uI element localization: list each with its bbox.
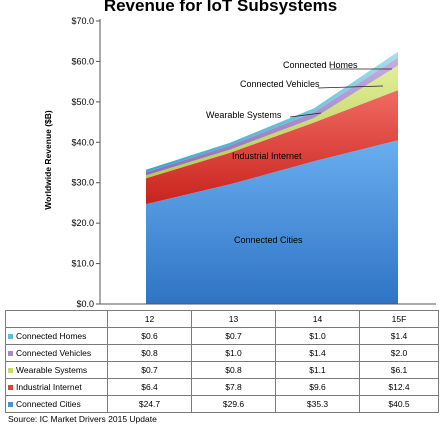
data-cell: $0.7 (107, 361, 192, 379)
data-cell: $6.4 (107, 378, 192, 396)
series-name: Connected Homes (16, 331, 87, 341)
data-cell: $1.1 (275, 361, 360, 379)
area-annotation-wearable-systems: Wearable Systems (206, 110, 282, 120)
data-cell: $0.7 (191, 327, 276, 345)
data-cell: $1.4 (275, 344, 360, 362)
annotation-leader-line (317, 85, 384, 89)
data-cell: $1.0 (275, 327, 360, 345)
data-cell: $1.4 (359, 327, 439, 345)
y-tick-label: $50.0 (71, 97, 94, 107)
chart-title: Revenue for IoT Subsystems (103, 0, 338, 15)
area-annotation-industrial-internet: Industrial Internet (232, 151, 302, 161)
row-label: Industrial Internet (5, 378, 108, 396)
data-cell: $1.0 (191, 344, 276, 362)
y-tick-label: $20.0 (71, 218, 94, 228)
y-tick-label: $70.0 (71, 16, 94, 26)
category-label: 14 (275, 310, 360, 328)
data-cell: $2.0 (359, 344, 439, 362)
data-cell: $0.8 (191, 361, 276, 379)
data-cell: $24.7 (107, 395, 192, 413)
legend-swatch (8, 351, 13, 357)
data-table: 12 13 14 15F Connected Homes $0.6 $0.7 $… (5, 310, 439, 413)
y-tick-label: $0.0 (76, 299, 94, 309)
y-tick-label: $30.0 (71, 178, 94, 188)
series-name: Connected Cities (16, 399, 81, 409)
area-connected-cities (146, 140, 398, 304)
data-cell: $12.4 (359, 378, 439, 396)
data-cell: $6.1 (359, 361, 439, 379)
data-cell: $0.6 (107, 327, 192, 345)
area-annotation-connected-vehicles: Connected Vehicles (240, 79, 320, 89)
annotation-leader-line (289, 112, 322, 118)
table-row-industrial-internet: Industrial Internet $6.4 $7.8 $9.6 $12.4 (5, 378, 439, 396)
table-row-connected-homes: Connected Homes $0.6 $0.7 $1.0 $1.4 (5, 327, 439, 345)
table-corner (5, 310, 108, 328)
row-label: Connected Cities (5, 395, 108, 413)
legend-swatch (8, 385, 13, 391)
legend-swatch (8, 334, 13, 340)
table-row-connected-vehicles: Connected Vehicles $0.8 $1.0 $1.4 $2.0 (5, 344, 439, 362)
row-label: Connected Homes (5, 327, 108, 345)
area-annotation-connected-homes: Connected Homes (283, 60, 358, 70)
legend-swatch (8, 368, 13, 374)
category-label: 15F (359, 310, 439, 328)
y-tick-label: $40.0 (71, 137, 94, 147)
data-cell: $7.8 (191, 378, 276, 396)
category-label: 13 (191, 310, 276, 328)
data-cell: $40.5 (359, 395, 439, 413)
table-row-connected-cities: Connected Cities $24.7 $29.6 $35.3 $40.5 (5, 395, 439, 413)
series-name: Industrial Internet (16, 382, 82, 392)
table-row-wearable-systems: Wearable Systems $0.7 $0.8 $1.1 $6.1 (5, 361, 439, 379)
legend-swatch (8, 402, 13, 408)
series-name: Connected Vehicles (16, 348, 92, 358)
data-cell: $35.3 (275, 395, 360, 413)
area-annotation-connected-cities: Connected Cities (234, 235, 303, 245)
series-name: Wearable Systems (16, 365, 88, 375)
data-cell: $0.8 (107, 344, 192, 362)
source-note: Source: IC Market Drivers 2015 Update (8, 414, 157, 424)
row-label: Wearable Systems (5, 361, 108, 379)
row-label: Connected Vehicles (5, 344, 108, 362)
y-tick-label: $60.0 (71, 56, 94, 66)
data-cell: $29.6 (191, 395, 276, 413)
area-industrial-internet (146, 90, 398, 205)
category-label: 12 (107, 310, 192, 328)
data-cell: $9.6 (275, 378, 360, 396)
y-tick-label: $10.0 (71, 259, 94, 269)
table-header-row: 12 13 14 15F (5, 310, 439, 328)
